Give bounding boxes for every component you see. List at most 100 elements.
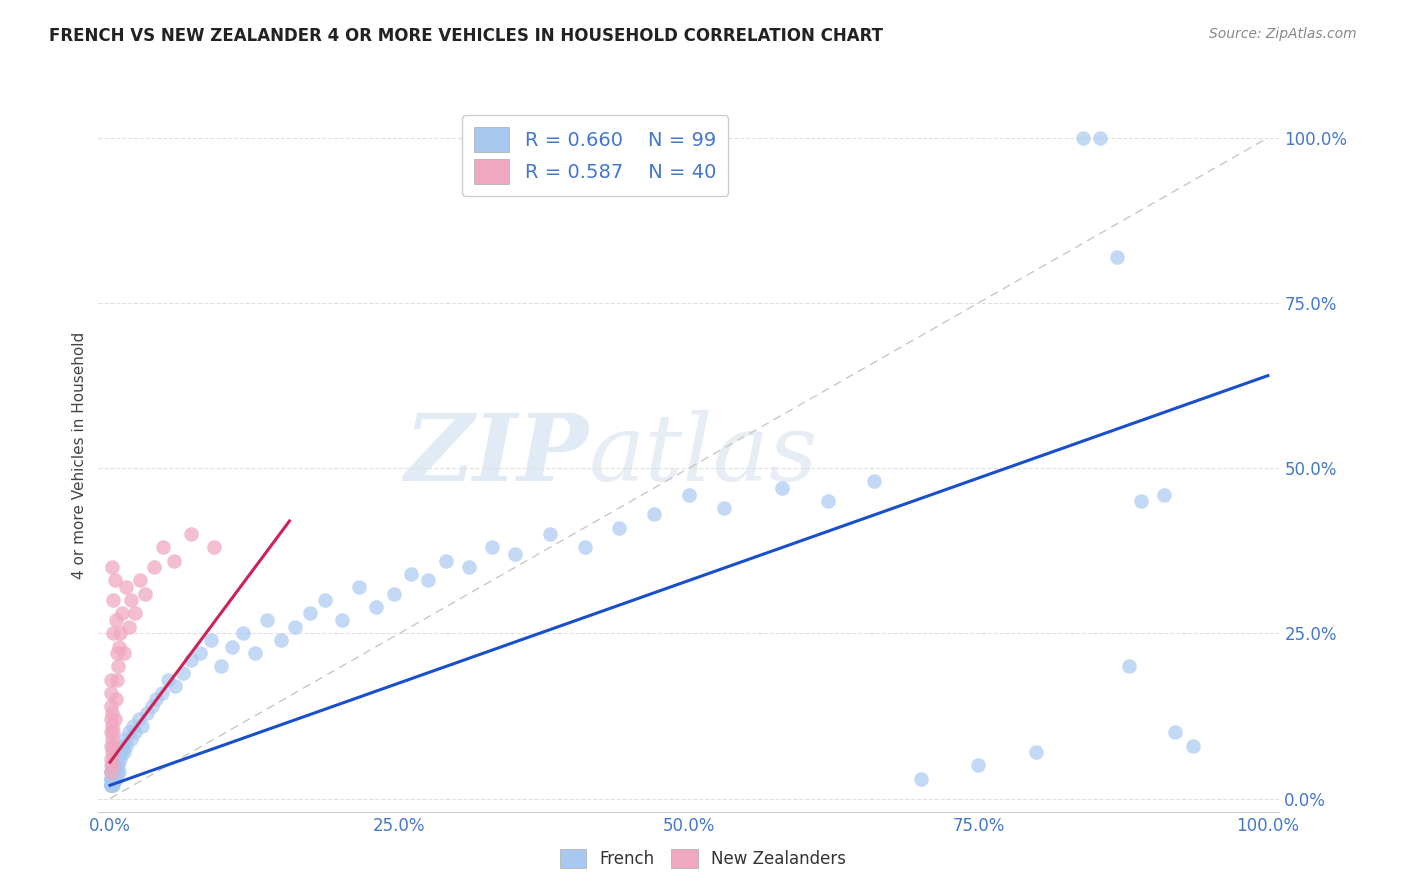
Point: [366, 599, 388, 614]
Point: [243, 646, 266, 660]
Point: [967, 758, 990, 772]
Point: [129, 574, 152, 588]
Point: [538, 527, 561, 541]
Point: [103, 765, 125, 780]
Point: [100, 765, 122, 780]
Point: [104, 613, 127, 627]
Point: [101, 778, 124, 792]
Point: [114, 732, 136, 747]
Point: [200, 632, 222, 647]
Point: [1153, 487, 1175, 501]
Point: [418, 574, 440, 588]
Point: [103, 752, 125, 766]
Point: [503, 547, 526, 561]
Point: [103, 758, 125, 772]
Point: [284, 620, 307, 634]
Point: [100, 673, 122, 687]
Point: [1164, 725, 1187, 739]
Point: [104, 712, 127, 726]
Point: [110, 607, 132, 621]
Point: [107, 752, 129, 766]
Point: [117, 725, 139, 739]
Point: [100, 765, 122, 780]
Legend: R = 0.660    N = 99, R = 0.587    N = 40: R = 0.660 N = 99, R = 0.587 N = 40: [463, 115, 728, 196]
Point: [1181, 739, 1204, 753]
Point: [120, 593, 142, 607]
Point: [101, 765, 124, 780]
Point: [124, 725, 146, 739]
Point: [120, 732, 142, 747]
Point: [136, 706, 159, 720]
Point: [104, 765, 127, 780]
Point: [128, 712, 150, 726]
Text: ZIP: ZIP: [405, 410, 589, 500]
Point: [101, 706, 124, 720]
Point: [107, 659, 129, 673]
Point: [1129, 494, 1152, 508]
Point: [910, 772, 932, 786]
Point: [101, 772, 124, 786]
Point: [105, 765, 128, 780]
Point: [156, 673, 179, 687]
Point: [104, 692, 127, 706]
Point: [770, 481, 793, 495]
Point: [817, 494, 839, 508]
Point: [103, 725, 125, 739]
Point: [101, 765, 124, 780]
Point: [434, 554, 457, 568]
Point: [100, 778, 122, 792]
Point: [124, 607, 146, 621]
Point: [131, 719, 153, 733]
Point: [101, 732, 124, 747]
Point: [458, 560, 481, 574]
Point: [330, 613, 353, 627]
Point: [108, 745, 131, 759]
Point: [103, 772, 125, 786]
Point: [112, 745, 135, 759]
Point: [104, 772, 127, 786]
Point: [382, 587, 405, 601]
Point: [110, 752, 132, 766]
Point: [163, 554, 186, 568]
Point: [111, 739, 134, 753]
Text: atlas: atlas: [589, 410, 818, 500]
Point: [347, 580, 370, 594]
Text: Source: ZipAtlas.com: Source: ZipAtlas.com: [1209, 27, 1357, 41]
Point: [163, 679, 186, 693]
Point: [100, 739, 122, 753]
Point: [152, 541, 174, 555]
Point: [100, 765, 122, 780]
Text: FRENCH VS NEW ZEALANDER 4 OR MORE VEHICLES IN HOUSEHOLD CORRELATION CHART: FRENCH VS NEW ZEALANDER 4 OR MORE VEHICL…: [49, 27, 883, 45]
Point: [100, 725, 122, 739]
Point: [100, 772, 122, 786]
Point: [101, 772, 124, 786]
Point: [202, 541, 225, 555]
Point: [103, 778, 125, 792]
Point: [101, 778, 124, 792]
Point: [256, 613, 278, 627]
Point: [270, 632, 292, 647]
Point: [100, 698, 122, 713]
Point: [150, 686, 173, 700]
Point: [103, 739, 125, 753]
Point: [115, 580, 138, 594]
Point: [1025, 745, 1047, 759]
Point: [713, 500, 735, 515]
Point: [180, 527, 202, 541]
Point: [1071, 130, 1094, 145]
Legend: French, New Zealanders: French, New Zealanders: [553, 842, 853, 875]
Point: [678, 487, 700, 501]
Point: [105, 758, 128, 772]
Point: [100, 772, 122, 786]
Point: [122, 719, 145, 733]
Point: [481, 541, 503, 555]
Point: [221, 640, 243, 654]
Point: [103, 772, 125, 786]
Point: [100, 758, 122, 772]
Point: [101, 778, 124, 792]
Point: [100, 778, 122, 792]
Point: [232, 626, 254, 640]
Point: [143, 560, 166, 574]
Point: [101, 772, 124, 786]
Point: [609, 520, 631, 534]
